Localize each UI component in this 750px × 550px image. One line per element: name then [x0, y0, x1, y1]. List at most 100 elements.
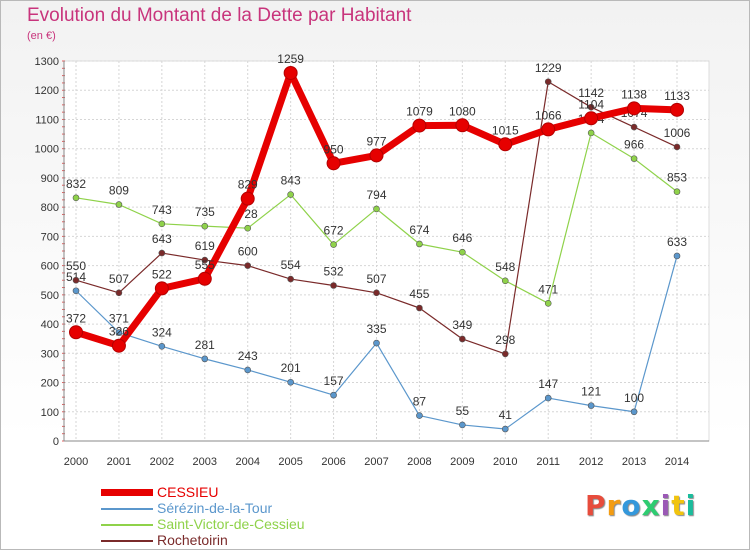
data-label: 555 [195, 258, 215, 272]
data-label: 507 [109, 272, 129, 286]
legend-swatch [101, 489, 153, 496]
legend-label: CESSIEU [157, 484, 219, 500]
data-point [330, 282, 337, 289]
data-point [455, 118, 470, 133]
data-label: 1133 [664, 89, 690, 103]
data-label: 1015 [492, 123, 519, 137]
data-point [115, 329, 123, 336]
data-point [541, 122, 556, 137]
x-tick-label: 2000 [64, 456, 88, 468]
y-tick-label: 1200 [35, 85, 59, 97]
data-point [501, 350, 509, 358]
data-label: 1142 [578, 86, 604, 100]
data-label: 100 [624, 391, 644, 405]
data-point [373, 289, 380, 297]
x-tick-label: 2003 [193, 456, 217, 468]
data-label: 794 [366, 188, 386, 202]
legend-swatch [101, 540, 153, 542]
data-point [587, 103, 595, 111]
y-tick-label: 100 [41, 407, 59, 419]
data-point [201, 222, 209, 230]
data-point [287, 275, 294, 283]
chart-title: Evolution du Montant de la Dette par Hab… [27, 5, 412, 26]
y-tick-label: 200 [41, 378, 59, 390]
data-point [158, 249, 166, 257]
data-point [330, 241, 337, 248]
data-point [584, 111, 599, 126]
data-label: 853 [667, 171, 687, 185]
data-label: 743 [152, 203, 172, 217]
logo-letter: x [641, 489, 661, 522]
data-point [412, 118, 427, 133]
data-point [115, 289, 123, 297]
data-point [459, 335, 466, 343]
data-point [72, 194, 80, 202]
x-tick-label: 2005 [278, 456, 302, 468]
data-label: 372 [66, 311, 86, 325]
data-point [369, 148, 384, 163]
data-point [459, 248, 466, 256]
data-label: 966 [624, 138, 644, 152]
data-label: 550 [66, 259, 86, 273]
data-point [501, 425, 509, 433]
data-label: 646 [452, 231, 472, 245]
data-point [244, 366, 252, 374]
x-tick-label: 2011 [536, 456, 560, 468]
logo-letter: P [585, 489, 607, 522]
y-tick-label: 700 [41, 231, 59, 243]
data-point [115, 201, 123, 208]
legend-swatch [101, 508, 153, 510]
data-point [630, 408, 638, 416]
data-label: 829 [238, 178, 258, 192]
data-point [154, 281, 169, 296]
data-point [630, 123, 638, 131]
x-tick-label: 2012 [579, 456, 603, 468]
data-label: 335 [366, 322, 386, 336]
data-label: 371 [109, 312, 129, 326]
data-point [287, 378, 294, 386]
data-label: 1066 [535, 108, 562, 122]
legend-label: Saint-Victor-de-Cessieu [157, 516, 305, 532]
data-label: 809 [109, 184, 129, 198]
data-point [373, 205, 380, 213]
data-point [72, 287, 80, 295]
y-tick-label: 0 [53, 436, 59, 448]
data-point [544, 78, 552, 86]
data-point [197, 271, 212, 286]
data-point [673, 188, 681, 195]
data-point [498, 137, 513, 152]
y-tick-label: 1000 [35, 144, 59, 156]
logo-letter: r [606, 489, 622, 522]
data-point [111, 338, 126, 353]
data-label: 633 [667, 235, 687, 249]
legend-label: Sérézin-de-la-Tour [157, 500, 273, 516]
data-label: 554 [281, 258, 301, 272]
data-label: 532 [324, 264, 344, 278]
y-tick-label: 800 [41, 202, 59, 214]
data-point [501, 277, 509, 285]
data-point [326, 156, 341, 171]
legend-label: Rochetoirin [157, 532, 228, 548]
x-tick-label: 2007 [364, 456, 388, 468]
data-label: 507 [366, 272, 386, 286]
data-label: 950 [324, 142, 344, 156]
data-label: 324 [152, 325, 172, 339]
y-tick-label: 500 [41, 290, 59, 302]
y-tick-label: 400 [41, 319, 59, 331]
data-point [544, 300, 552, 307]
data-label: 672 [324, 224, 344, 238]
data-point [416, 304, 423, 312]
x-tick-label: 2010 [493, 456, 517, 468]
data-label: 735 [195, 205, 215, 219]
data-point [670, 102, 684, 117]
data-label: 87 [413, 395, 427, 409]
x-tick-label: 2002 [150, 456, 174, 468]
data-label: 600 [238, 245, 258, 259]
x-tick-label: 2009 [450, 456, 474, 468]
data-label: 121 [581, 385, 601, 399]
data-point [244, 224, 252, 232]
x-tick-label: 2001 [107, 456, 131, 468]
data-label: 41 [499, 408, 513, 422]
logo-letter: t [671, 489, 686, 522]
